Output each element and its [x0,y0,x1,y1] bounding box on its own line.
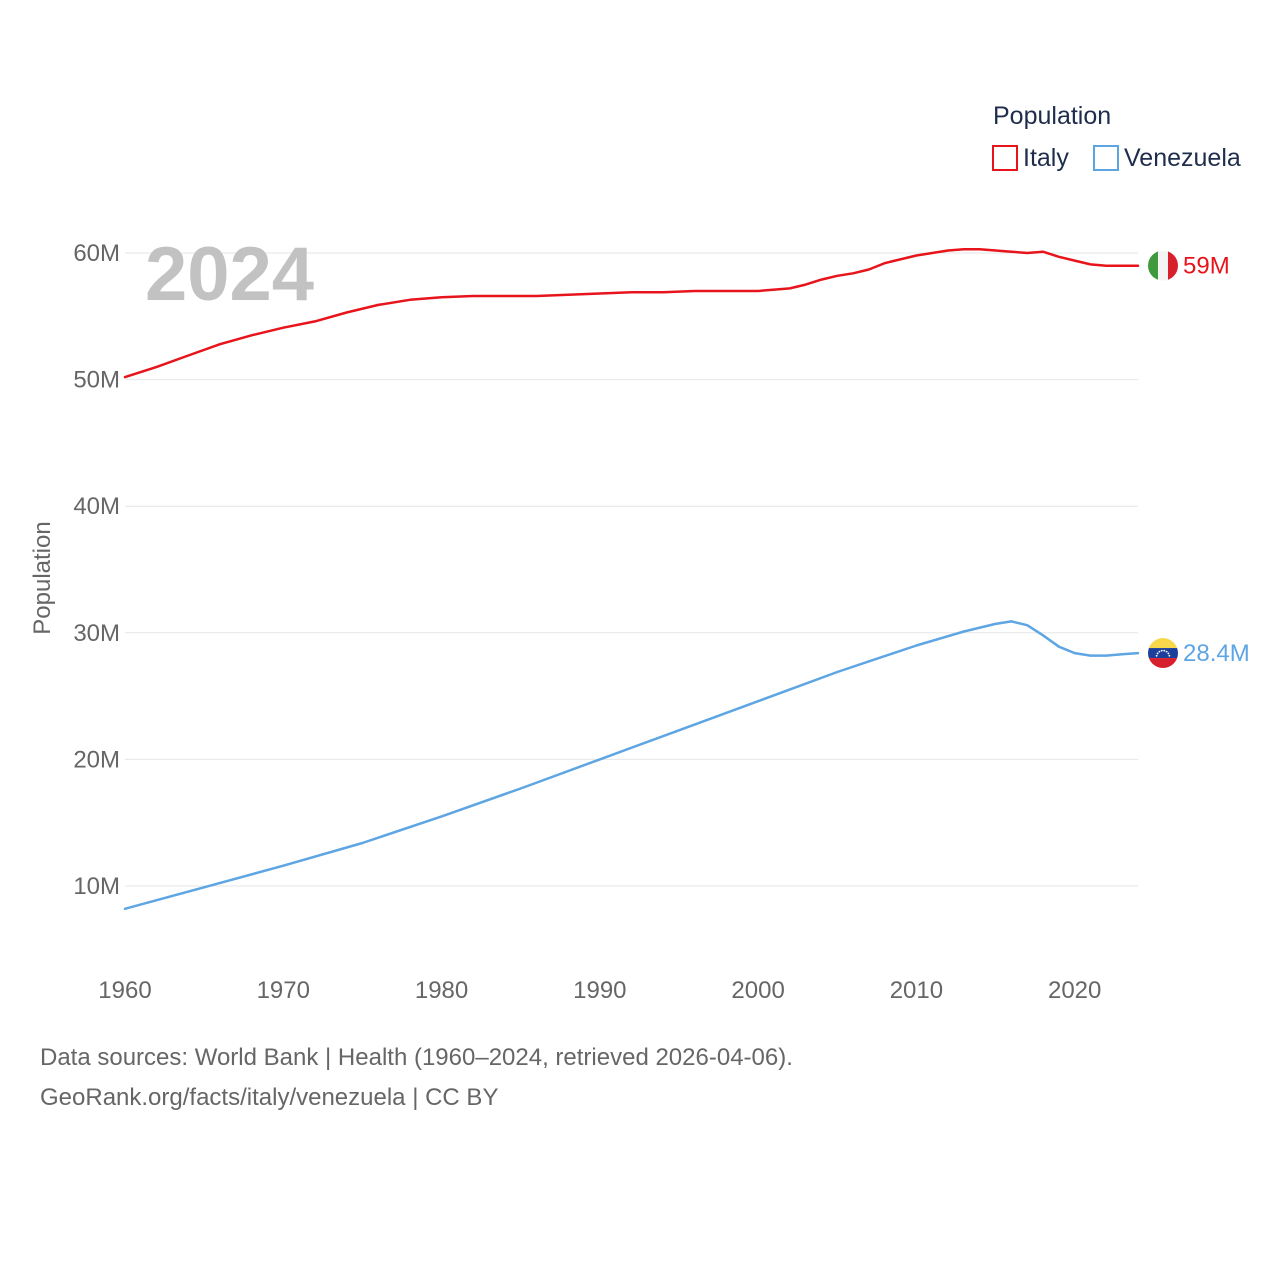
x-tick-label: 1970 [257,977,310,1004]
y-tick-label: 20M [73,746,120,773]
flag-star [1160,649,1163,652]
x-tick-label: 1980 [415,977,468,1004]
y-tick-label: 10M [73,873,120,900]
year-label: 2024 [145,232,314,317]
legend: Population Italy Venezuela [992,102,1241,172]
flag-star [1165,650,1168,653]
y-axis-title: Population [29,521,56,634]
flag-star [1163,649,1166,652]
series-line-venezuela [123,620,1140,911]
x-tick-label: 2010 [890,977,943,1004]
legend-item-italy[interactable]: Italy [992,144,1069,172]
y-tick-label: 60M [73,240,120,267]
y-axis-ticks: 10M 20M 30M 40M 50M 60M [73,240,120,900]
series-lines [123,247,1140,911]
y-tick-label: 50M [73,367,120,394]
data-source-note: Data sources: World Bank | Health (1960–… [40,1044,793,1071]
attribution-link[interactable]: GeoRank.org/facts/italy/venezuela | CC B… [40,1084,499,1111]
flag-star [1156,652,1159,655]
legend-label-italy: Italy [1023,144,1069,172]
series-end-labels: 59M 28.4M [1183,253,1250,667]
flag-star [1158,650,1161,653]
series-line-italy [123,247,1140,379]
legend-swatch-italy [992,145,1018,171]
x-tick-label: 1960 [98,977,151,1004]
legend-swatch-venezuela [1093,145,1119,171]
x-tick-label: 1990 [573,977,626,1004]
y-tick-label: 30M [73,620,120,647]
x-axis-ticks: 1960 1970 1980 1990 2000 2010 2020 [98,977,1101,1004]
x-tick-label: 2020 [1048,977,1101,1004]
end-label-venezuela: 28.4M [1183,640,1250,667]
flag-star [1167,652,1170,655]
flag-star [1155,654,1158,657]
venezuela-flag-icon [1148,638,1178,669]
gridlines [125,252,1138,887]
italy-flag-icon [1148,250,1178,281]
flag-star [1168,654,1171,657]
legend-title: Population [993,102,1111,130]
x-tick-label: 2000 [731,977,784,1004]
end-label-italy: 59M [1183,253,1230,280]
y-tick-label: 40M [73,493,120,520]
legend-item-venezuela[interactable]: Venezuela [1093,144,1241,172]
legend-label-venezuela: Venezuela [1124,144,1241,172]
